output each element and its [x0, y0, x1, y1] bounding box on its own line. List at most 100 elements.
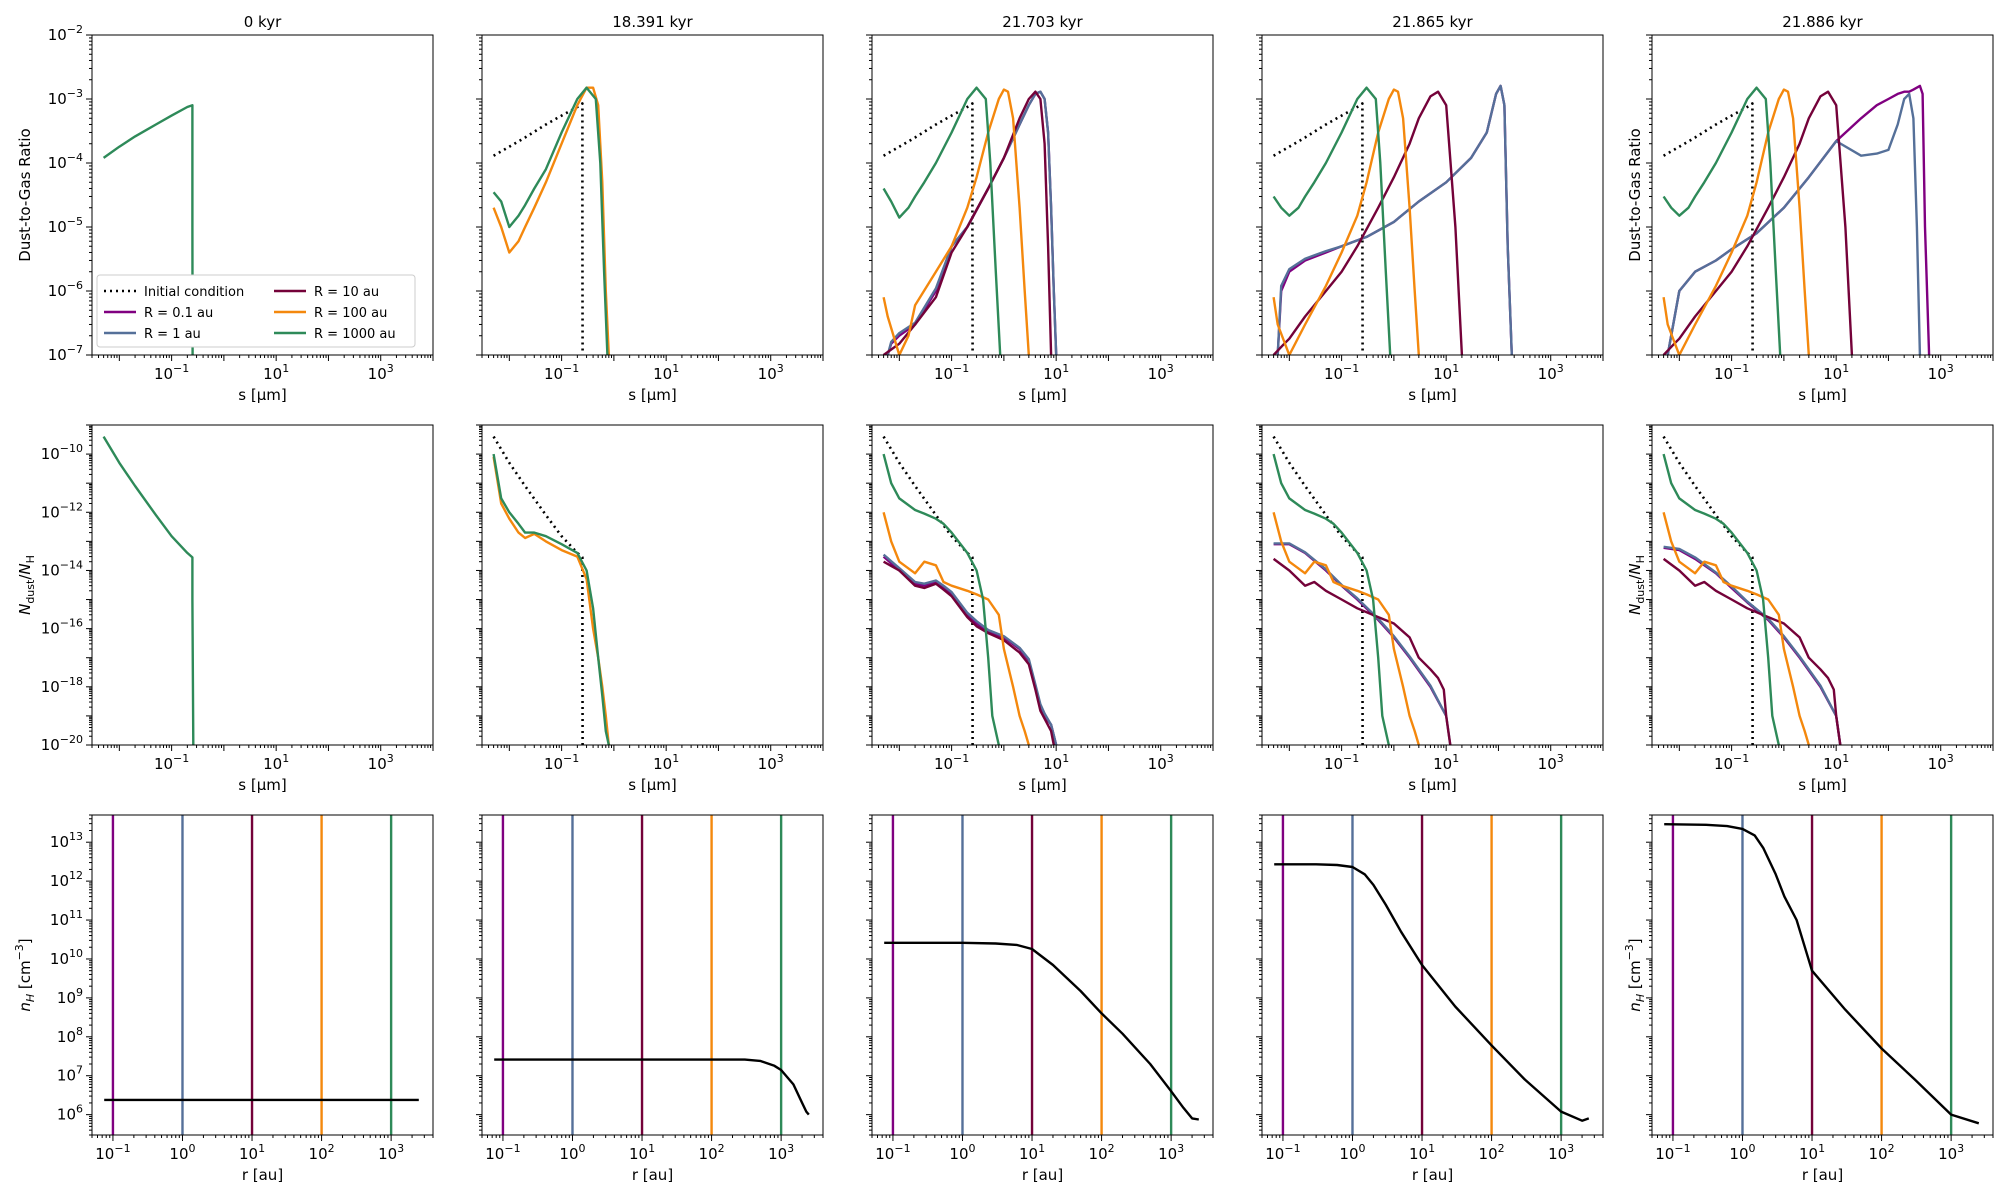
series-r0.1: [882, 555, 1058, 745]
x-tick-label: 101: [1433, 362, 1459, 383]
y-axis-label: nH [cm−3]: [1623, 938, 1647, 1011]
series-r1: [1663, 545, 1842, 745]
axes-frame: [1651, 814, 1994, 1136]
series-r10: [1272, 557, 1452, 745]
x-tick-label: 101: [263, 362, 289, 383]
x-tick-label: 101: [1823, 362, 1849, 383]
series-r1000: [492, 453, 610, 745]
panel-title: 0 kyr: [244, 13, 282, 31]
series-r1000: [1272, 86, 1392, 355]
series-r10: [882, 90, 1053, 355]
axes-frame: [1261, 424, 1604, 746]
panel-dust-to-gas-0: 10−1 101 103 10−7 10−6 10−5 10−4 10−3 10−2 s [μm]…: [16, 13, 434, 404]
x-tick-label: 101: [629, 1142, 655, 1163]
x-tick-label: 103: [758, 362, 784, 383]
y-tick-label: 10−6: [48, 279, 83, 300]
y-tick-label: 10−7: [48, 343, 83, 364]
x-tick-label: 102: [309, 1142, 335, 1163]
series-r1: [1273, 542, 1452, 745]
series-initial: [492, 102, 584, 355]
series-r100: [882, 88, 1030, 355]
x-tick-label: 103: [758, 752, 784, 773]
x-tick-label: 10−1: [154, 752, 189, 773]
series-density: [1664, 823, 1980, 1125]
plot-area: [884, 815, 1199, 1135]
series-initial: [1662, 102, 1754, 355]
x-tick-label: 103: [368, 362, 394, 383]
series-initial: [492, 435, 584, 745]
x-tick-label: 10−1: [154, 362, 189, 383]
series-density: [494, 1058, 810, 1116]
y-axis-label: Dust-to-Gas Ratio: [16, 128, 34, 261]
plot-area: [1272, 435, 1452, 745]
x-tick-label: 101: [653, 752, 679, 773]
series-initial: [1662, 435, 1754, 745]
y-tick-label: 10−2: [48, 23, 83, 44]
panel-number-abundance-3: 10−1 101 103 s [μm]: [1256, 424, 1604, 794]
y-tick-label: 107: [57, 1064, 83, 1085]
series-r100: [1272, 511, 1420, 745]
series-r1: [1666, 92, 1922, 355]
axes-frame: [1651, 424, 1994, 746]
x-tick-label: 100: [559, 1142, 585, 1163]
x-tick-label: 100: [949, 1142, 975, 1163]
x-axis-label: r [au]: [1802, 1166, 1843, 1184]
series-initial: [882, 435, 974, 745]
y-tick-label: 1011: [50, 908, 83, 929]
y-tick-label: 10−10: [41, 442, 83, 463]
panel-title: 21.886 kyr: [1782, 13, 1863, 31]
series-r1000: [882, 453, 1000, 745]
panel-density-profile-4: 10−1 100 101 102 103 r [au] nH [cm−3]: [1623, 814, 1994, 1184]
x-tick-label: 103: [1158, 1142, 1184, 1163]
x-tick-label: 10−1: [544, 752, 579, 773]
plot-area: [492, 86, 610, 355]
x-tick-label: 101: [653, 362, 679, 383]
x-tick-label: 103: [368, 752, 394, 773]
series-r1000: [492, 86, 609, 355]
x-tick-label: 101: [1823, 752, 1849, 773]
x-tick-label: 10−1: [875, 1142, 910, 1163]
legend-label-r1000: R = 1000 au: [314, 327, 396, 342]
plot-area: [882, 435, 1058, 745]
x-tick-label: 10−1: [1655, 1142, 1690, 1163]
y-tick-label: 10−14: [41, 558, 83, 579]
y-tick-label: 10−3: [48, 87, 83, 108]
x-axis-label: s [μm]: [1408, 386, 1456, 404]
series-r1000: [102, 435, 195, 745]
x-tick-label: 10−1: [485, 1142, 520, 1163]
plot-area: [494, 815, 810, 1135]
axes-frame: [871, 814, 1214, 1136]
panel-number-abundance-4: 10−1 101 103 s [μm] Ndust/NH: [1626, 424, 1994, 794]
x-axis-label: r [au]: [632, 1166, 673, 1184]
series-r1000: [1272, 453, 1390, 745]
panel-title: 21.865 kyr: [1392, 13, 1473, 31]
x-tick-label: 101: [1043, 752, 1069, 773]
plot-area: [1272, 84, 1513, 355]
panel-dust-to-gas-2: 10−1 101 103 s [μm] 21.703 kyr: [866, 13, 1214, 404]
y-tick-label: 10−20: [41, 733, 83, 754]
panel-dust-to-gas-4: 10−1 101 103 s [μm] Dust-to-Gas Ratio 21.886 …: [1626, 13, 1994, 404]
panel-dust-to-gas-3: 10−1 101 103 s [μm] 21.865 kyr: [1256, 13, 1604, 404]
axes-frame: [481, 814, 824, 1136]
axes-frame: [481, 424, 824, 746]
panel-density-profile-0: 10−1 100 101 102 103 106 107 108 109 1010 1011 1012…: [13, 814, 434, 1184]
x-tick-label: 103: [1148, 362, 1174, 383]
axes-frame: [871, 34, 1214, 356]
x-tick-label: 100: [169, 1142, 195, 1163]
plot-area: [102, 103, 194, 355]
series-density: [884, 941, 1199, 1121]
x-tick-label: 10−1: [1714, 362, 1749, 383]
x-tick-label: 103: [1928, 752, 1954, 773]
x-tick-label: 103: [1538, 362, 1564, 383]
x-tick-label: 101: [1433, 752, 1459, 773]
panel-dust-to-gas-1: 10−1 101 103 s [μm] 18.391 kyr: [476, 13, 824, 404]
series-r10: [1662, 90, 1854, 355]
plot-area: [492, 435, 610, 745]
panel-title: 18.391 kyr: [612, 13, 693, 31]
x-axis-label: s [μm]: [1798, 386, 1846, 404]
plot-area: [102, 435, 195, 745]
x-tick-label: 101: [1409, 1142, 1435, 1163]
x-tick-label: 10−1: [934, 752, 969, 773]
axes-frame: [1261, 814, 1604, 1136]
panel-number-abundance-1: 10−1 101 103 s [μm]: [476, 424, 824, 794]
